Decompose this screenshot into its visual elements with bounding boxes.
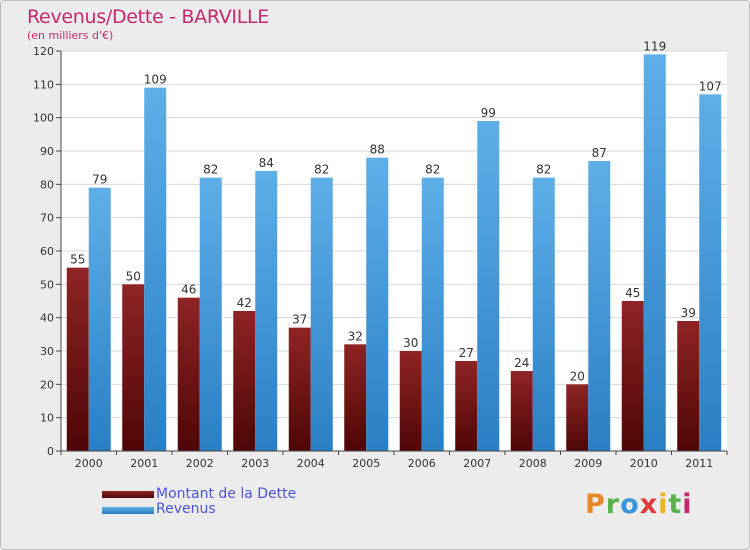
x-tick-label: 2003 xyxy=(241,457,269,470)
data-label: 99 xyxy=(481,106,496,120)
data-label: 119 xyxy=(643,39,666,53)
x-tick-label: 2009 xyxy=(574,457,602,470)
data-label: 24 xyxy=(514,356,529,370)
proxiti-logo: Proxiti xyxy=(585,489,693,520)
chart-title: Revenus/Dette - BARVILLE xyxy=(27,6,269,28)
legend-swatch-revenus xyxy=(102,507,154,514)
bar-revenus xyxy=(199,177,222,451)
data-label: 88 xyxy=(370,143,385,157)
y-tick-label: 20 xyxy=(40,378,54,391)
logo-letter: t xyxy=(668,489,683,520)
bar-dette xyxy=(621,301,644,451)
bar-dette xyxy=(677,321,700,451)
data-label: 30 xyxy=(403,336,418,350)
data-label: 84 xyxy=(259,156,274,170)
y-tick-label: 80 xyxy=(40,178,54,191)
x-tick-label: 2006 xyxy=(408,457,436,470)
y-tick-label: 120 xyxy=(33,45,54,58)
x-tick-label: 2010 xyxy=(630,457,658,470)
data-label: 109 xyxy=(144,73,167,87)
logo-letter: P xyxy=(585,489,606,520)
data-label: 50 xyxy=(126,269,141,283)
bar-revenus xyxy=(588,161,611,451)
data-label: 37 xyxy=(292,313,307,327)
y-tick-label: 0 xyxy=(47,445,54,458)
bar-revenus xyxy=(144,87,167,452)
bar-revenus xyxy=(643,54,666,451)
data-label: 107 xyxy=(699,79,722,93)
y-tick-label: 60 xyxy=(40,245,54,258)
bar-revenus xyxy=(88,187,111,451)
data-label: 55 xyxy=(70,253,85,267)
bar-dette xyxy=(66,267,89,451)
logo-letter: x xyxy=(639,489,659,520)
y-tick-label: 10 xyxy=(40,412,54,425)
bar-revenus xyxy=(699,94,722,451)
x-tick-label: 2001 xyxy=(130,457,158,470)
legend-label-dette: Montant de la Dette xyxy=(156,486,297,502)
x-tick-label: 2002 xyxy=(186,457,214,470)
y-tick-label: 90 xyxy=(40,145,54,158)
bar-dette xyxy=(344,344,367,451)
data-label: 32 xyxy=(348,329,363,343)
data-label: 27 xyxy=(459,346,474,360)
x-tick-label: 2011 xyxy=(685,457,713,470)
y-tick-label: 70 xyxy=(40,212,54,225)
bar-revenus xyxy=(421,177,444,451)
y-tick-label: 100 xyxy=(33,112,54,125)
legend-label-revenus: Revenus xyxy=(156,501,216,517)
bar-dette xyxy=(233,311,256,451)
bar-dette xyxy=(288,327,311,451)
y-tick-label: 110 xyxy=(33,78,54,91)
y-tick-label: 30 xyxy=(40,345,54,358)
data-label: 20 xyxy=(570,369,585,383)
x-tick-label: 2005 xyxy=(352,457,380,470)
bar-revenus xyxy=(532,177,555,451)
data-label: 82 xyxy=(536,163,551,177)
bar-revenus xyxy=(310,177,333,451)
data-label: 79 xyxy=(92,173,107,187)
bar-dette xyxy=(177,297,200,451)
x-tick-label: 2000 xyxy=(75,457,103,470)
bar-dette xyxy=(399,351,422,451)
logo-letter: o xyxy=(620,489,640,520)
x-tick-label: 2007 xyxy=(463,457,491,470)
x-tick-label: 2004 xyxy=(297,457,325,470)
bar-revenus xyxy=(366,157,389,451)
bar-revenus xyxy=(477,121,500,451)
data-label: 87 xyxy=(592,146,607,160)
data-label: 82 xyxy=(314,163,329,177)
legend-swatch-dette xyxy=(102,491,154,498)
bar-dette xyxy=(566,384,589,451)
data-label: 39 xyxy=(681,306,696,320)
y-tick-label: 40 xyxy=(40,312,54,325)
bar-dette xyxy=(510,371,533,451)
bar-dette xyxy=(122,284,145,451)
x-tick-label: 2008 xyxy=(519,457,547,470)
bar-revenus xyxy=(255,171,278,451)
data-label: 82 xyxy=(425,163,440,177)
data-label: 45 xyxy=(625,286,640,300)
logo-letter: i xyxy=(682,489,693,520)
data-label: 46 xyxy=(181,283,196,297)
logo-letter: r xyxy=(605,489,621,520)
bar-dette xyxy=(455,361,478,451)
chart-subtitle: (en milliers d'€) xyxy=(27,29,114,42)
data-label: 82 xyxy=(203,163,218,177)
logo-letter: i xyxy=(658,489,669,520)
y-tick-label: 50 xyxy=(40,278,54,291)
data-label: 42 xyxy=(237,296,252,310)
